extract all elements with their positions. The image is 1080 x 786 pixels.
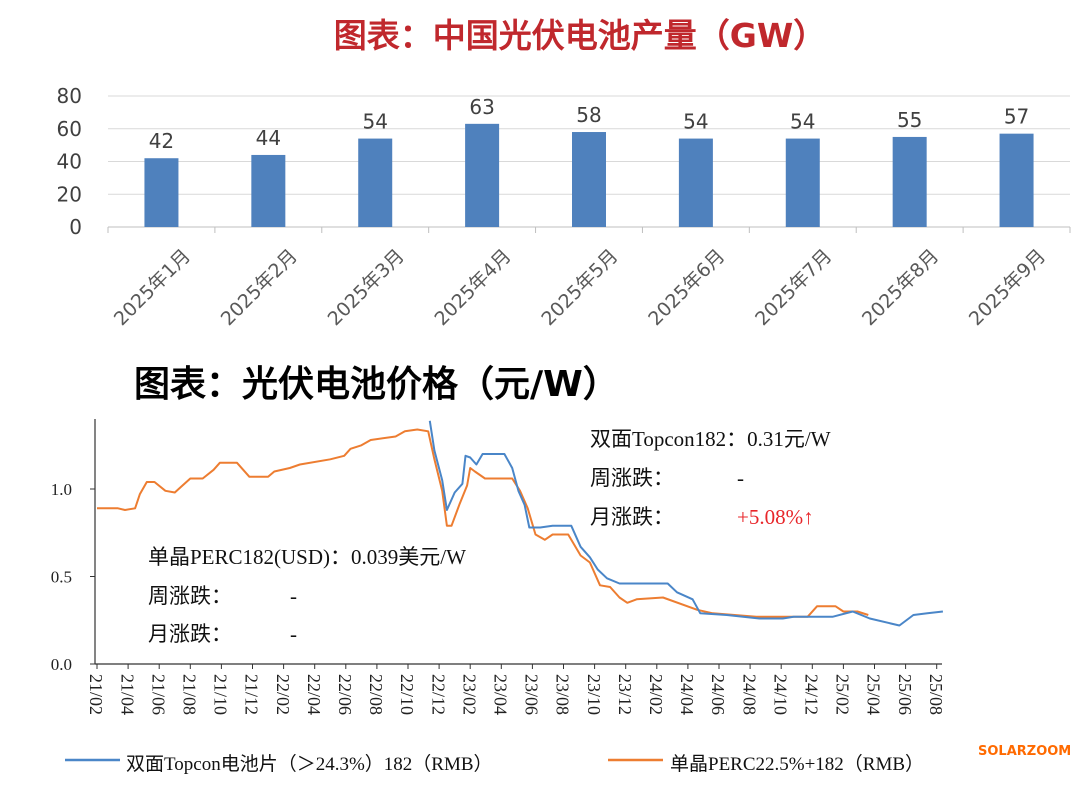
x-tick-label: 23/02 (459, 674, 479, 715)
topcon-month-value: +5.08%↑ (737, 505, 814, 529)
x-tick-label: 21/02 (86, 674, 106, 715)
bar-value-label: 54 (683, 110, 708, 134)
x-tick-label: 22/10 (397, 674, 417, 715)
x-tick-label: 2025年4月 (430, 245, 515, 330)
x-tick-label: 23/08 (553, 674, 573, 715)
x-tick-label: 23/12 (615, 674, 635, 715)
y-tick-label: 1.0 (51, 480, 72, 499)
bar-value-label: 57 (1004, 105, 1029, 129)
production-bar-chart: 0 20 40 60 80 42 2025年1月 44 2025年2月 54 2025年3月 63 20… (57, 84, 1071, 330)
perc-month-label: 月涨跌： (148, 622, 232, 646)
x-tick-label: 2025年9月 (965, 245, 1050, 330)
topcon-month-label: 月涨跌： (590, 505, 674, 529)
perc-month-value: - (290, 622, 297, 646)
x-tick-label: 2025年6月 (644, 245, 729, 330)
perc-price: 单晶PERC182(USD)：0.039美元/W (148, 545, 466, 569)
series-line (97, 428, 869, 618)
perc-annotation: 单晶PERC182(USD)：0.039美元/W 周涨跌： - 月涨跌： - (148, 545, 466, 646)
bar-value-label: 63 (469, 95, 494, 119)
x-tick-label: 21/08 (180, 674, 200, 715)
x-tick-label: 21/10 (211, 674, 231, 715)
x-tick-label: 22/02 (273, 674, 293, 715)
x-tick-label: 24/04 (677, 674, 697, 715)
series-line (428, 420, 944, 627)
y-tick-label: 80 (57, 84, 82, 108)
x-tick-label: 2025年1月 (110, 245, 195, 330)
x-tick-label: 24/06 (708, 674, 728, 715)
x-tick-label: 2025年3月 (324, 245, 409, 330)
solarzoom-watermark: SOLARZOOM (978, 744, 1071, 759)
x-tick-label: 21/06 (148, 674, 168, 715)
y-tick-label: 0.5 (51, 568, 72, 587)
y-tick-label: 20 (57, 182, 82, 206)
x-tick-label: 2025年2月 (217, 245, 302, 330)
x-tick-label: 22/06 (335, 674, 355, 715)
x-tick-label: 22/08 (366, 674, 386, 715)
bar-value-label: 42 (149, 129, 174, 153)
x-tick-label: 24/02 (646, 674, 666, 715)
x-tick-label: 24/12 (802, 674, 822, 715)
x-tick-label: 25/04 (864, 674, 884, 715)
bar (999, 133, 1034, 227)
bar-value-label: 44 (256, 126, 281, 150)
x-tick-label: 25/08 (926, 674, 946, 715)
x-tick-label: 2025年7月 (751, 245, 836, 330)
bar (358, 138, 393, 227)
x-tick-label: 2025年8月 (858, 245, 943, 330)
bar (785, 138, 820, 227)
x-tick-label: 23/04 (491, 674, 511, 715)
topcon-week-value: - (737, 466, 744, 490)
perc-week-value: - (290, 584, 297, 608)
legend-topcon-label: 双面Topcon电池片（＞24.3%）182（RMB） (126, 753, 493, 775)
bar-value-label: 54 (790, 110, 815, 134)
topcon-price: 双面Topcon182：0.31元/W (590, 427, 831, 451)
x-tick-label: 22/12 (428, 674, 448, 715)
topcon-week-label: 周涨跌： (590, 466, 674, 490)
price-chart-title: 图表：光伏电池价格（元/W） (134, 364, 619, 405)
y-tick-label: 0.0 (51, 655, 72, 674)
y-tick-label: 60 (57, 117, 82, 141)
bar (251, 154, 286, 227)
y-tick-label: 0 (69, 215, 82, 239)
x-tick-label: 21/12 (242, 674, 262, 715)
x-tick-label: 23/10 (584, 674, 604, 715)
y-tick-label: 40 (57, 150, 82, 174)
perc-week-label: 周涨跌： (148, 584, 232, 608)
x-tick-label: 25/06 (895, 674, 915, 715)
bar-value-label: 54 (362, 110, 387, 134)
legend-perc-label: 单晶PERC22.5%+182（RMB） (670, 753, 924, 775)
bar (465, 123, 500, 227)
x-tick-label: 24/10 (770, 674, 790, 715)
price-line-chart: 0.0 0.5 1.0 21/02 21/04 21/06 21/08 21/10 21/12 2… (51, 419, 946, 715)
bar (678, 138, 713, 227)
bar-value-label: 55 (897, 108, 922, 132)
x-tick-label: 21/04 (117, 674, 137, 715)
production-chart-title: 图表：中国光伏电池产量（GW） (334, 16, 827, 55)
bar (892, 136, 927, 227)
bar-value-label: 58 (576, 103, 601, 127)
x-tick-label: 23/06 (522, 674, 542, 715)
x-tick-label: 25/02 (833, 674, 853, 715)
x-tick-label: 2025年5月 (537, 245, 622, 330)
legend: 双面Topcon电池片（＞24.3%）182（RMB） 单晶PERC22.5%+… (65, 753, 924, 775)
bar (572, 132, 606, 227)
topcon-annotation: 双面Topcon182：0.31元/W 周涨跌： - 月涨跌： +5.08%↑ (590, 427, 831, 529)
x-tick-label: 22/04 (304, 674, 324, 715)
bar (144, 158, 179, 227)
x-tick-label: 24/08 (739, 674, 759, 715)
